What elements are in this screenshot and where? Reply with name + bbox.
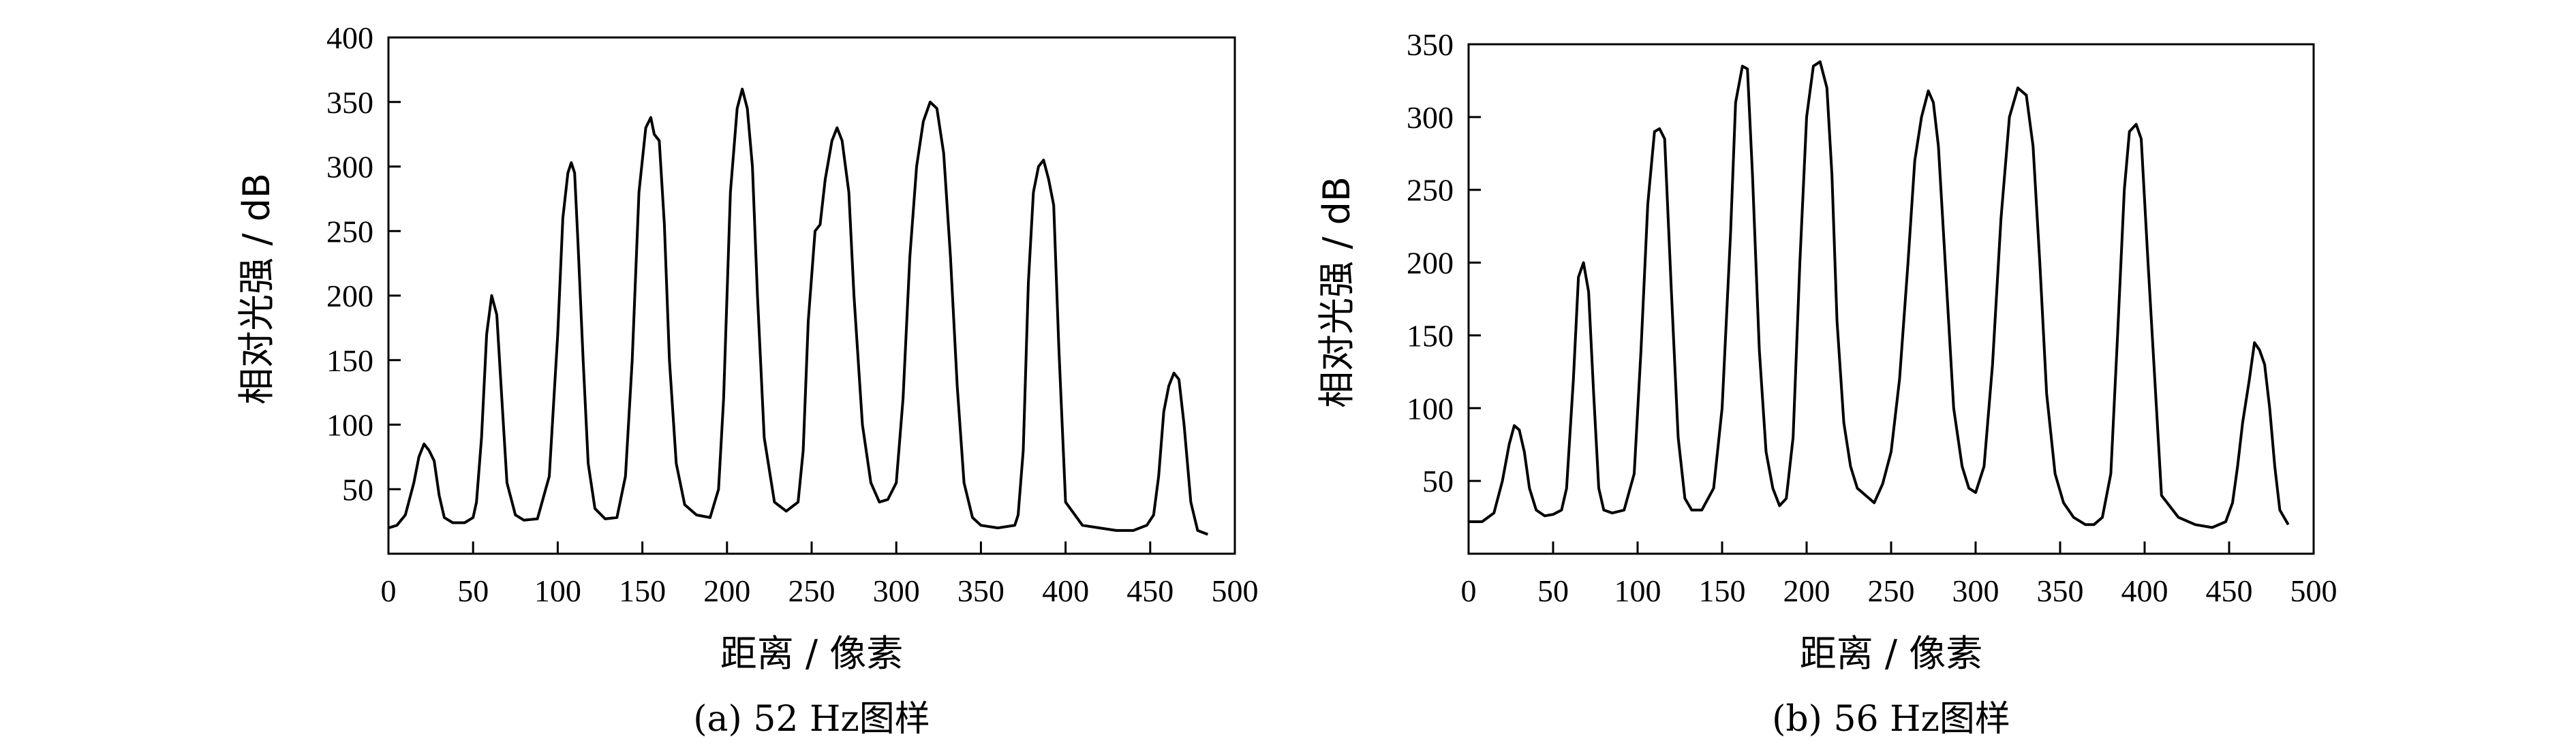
x-tick-label: 100 — [1614, 573, 1661, 608]
x-axis: 0 50 100 150 200 250 300 350 400 450 500 — [1461, 541, 2337, 608]
y-tick-label: 350 — [326, 85, 373, 120]
x-tick-label: 400 — [2121, 573, 2168, 608]
x-tick-label: 200 — [703, 573, 750, 608]
chart-panel-b: 50 100 150 200 250 300 350 0 50 100 150 200 250 300 3… — [1315, 27, 2337, 740]
x-tick-label: 500 — [2290, 573, 2337, 608]
x-tick-label: 150 — [619, 573, 666, 608]
y-tick-label: 150 — [1407, 318, 1454, 353]
x-axis: 0 50 100 150 200 250 300 350 400 450 500 — [381, 541, 1259, 608]
y-tick-label: 250 — [1407, 173, 1454, 208]
x-tick-label: 50 — [1537, 573, 1569, 608]
y-axis: 50 100 150 200 250 300 350 — [1407, 27, 1481, 499]
y-axis-title: 相对光强 / dB — [1315, 176, 1358, 408]
y-tick-label: 350 — [1407, 27, 1454, 62]
x-tick-label: 0 — [1461, 573, 1477, 608]
x-axis-title: 距离 / 像素 — [1800, 632, 1983, 675]
y-tick-label: 300 — [1407, 100, 1454, 135]
x-tick-label: 350 — [2037, 573, 2084, 608]
chart-panel-a: 50 100 150 200 250 300 350 400 0 50 100 150 200 250 3… — [235, 20, 1259, 740]
x-tick-label: 100 — [534, 573, 581, 608]
x-tick-label: 450 — [2206, 573, 2253, 608]
x-tick-label: 300 — [873, 573, 920, 608]
intensity-line — [388, 87, 1209, 536]
x-tick-label: 50 — [457, 573, 489, 608]
x-tick-label: 150 — [1699, 573, 1746, 608]
y-tick-label: 150 — [326, 343, 373, 378]
y-tick-label: 400 — [326, 20, 373, 55]
x-tick-label: 200 — [1783, 573, 1830, 608]
y-tick-label: 100 — [326, 408, 373, 443]
y-tick-label: 50 — [342, 472, 373, 507]
figure-caption: (b) 56 Hz图样 — [1772, 699, 2010, 740]
x-tick-label: 0 — [381, 573, 397, 608]
y-tick-label: 250 — [326, 214, 373, 249]
y-tick-label: 100 — [1407, 391, 1454, 426]
y-tick-label: 200 — [326, 279, 373, 313]
x-tick-label: 500 — [1212, 573, 1259, 608]
y-tick-label: 300 — [326, 150, 373, 185]
x-tick-label: 300 — [1952, 573, 1999, 608]
x-axis-title: 距离 / 像素 — [720, 632, 904, 675]
x-tick-label: 350 — [957, 573, 1005, 608]
x-tick-label: 250 — [788, 573, 835, 608]
y-tick-label: 200 — [1407, 246, 1454, 281]
y-axis: 50 100 150 200 250 300 350 400 — [326, 20, 401, 507]
x-tick-label: 250 — [1868, 573, 1915, 608]
y-tick-label: 50 — [1422, 464, 1454, 499]
x-tick-label: 400 — [1042, 573, 1089, 608]
plot-frame — [1467, 43, 2315, 555]
y-axis-title: 相对光强 / dB — [235, 173, 278, 405]
plot-frame — [387, 36, 1236, 555]
x-tick-label: 450 — [1126, 573, 1174, 608]
intensity-line — [1469, 60, 2290, 529]
figure-caption: (a) 52 Hz图样 — [693, 699, 930, 740]
